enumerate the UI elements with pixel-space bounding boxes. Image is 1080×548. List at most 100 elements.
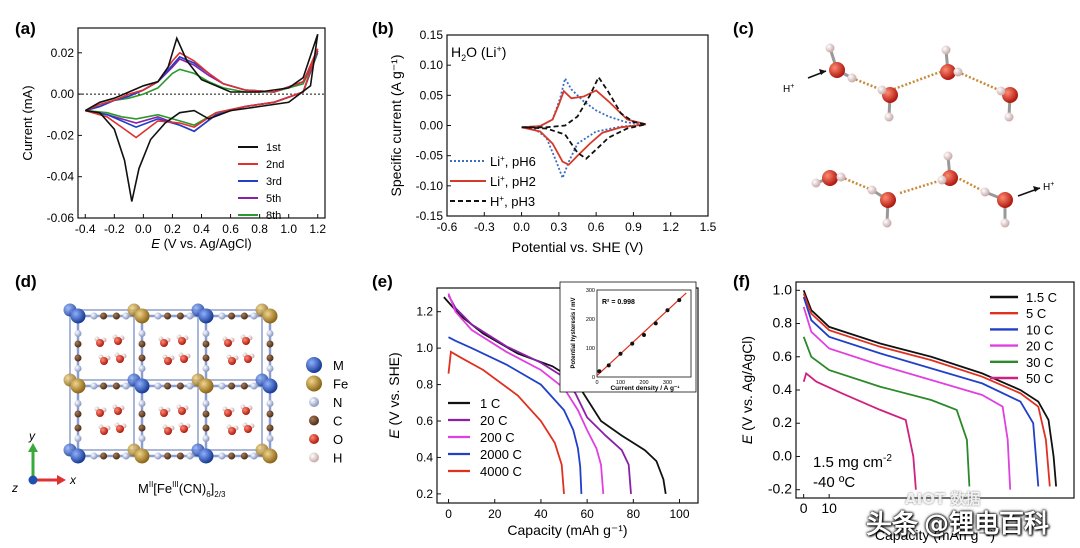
formula-part-sub: 6: [206, 490, 211, 499]
ligand-atom: [138, 400, 146, 407]
hydrogen-atom: [980, 187, 990, 197]
series-line-4000C: [447, 350, 565, 494]
m-atom: [198, 308, 214, 324]
ligand-atom: [74, 435, 82, 442]
hydrogen-bond: [957, 70, 1002, 93]
ligand-atom: [250, 452, 258, 460]
y-tick-label: 0.05: [420, 88, 444, 102]
ligand-atom: [250, 312, 258, 320]
inset-frame: [559, 281, 697, 393]
ligand-atom: [266, 435, 274, 442]
panel-e-label: (e): [372, 272, 393, 291]
legend-label-30C: 30 C: [1026, 355, 1053, 370]
series-line-5th: [85, 50, 319, 133]
legend-label-5th: 5th: [266, 193, 281, 205]
ligand-atom: [266, 410, 274, 418]
legend-label-20C: 20 C: [480, 413, 507, 428]
inset-point: [642, 332, 646, 337]
legend-swatch-o: [309, 434, 319, 444]
ligand-atom: [186, 312, 194, 320]
y-axis-label: E (V vs. SHE): [386, 352, 402, 438]
ligand-atom: [240, 312, 248, 320]
x-tick-label: 0.0: [135, 222, 152, 236]
legend-label-main: H: [490, 194, 499, 209]
legend-label-rest: , pH3: [504, 194, 535, 209]
inset-r2: R² = 0.998: [602, 299, 635, 306]
ligand-atom: [266, 340, 274, 348]
y-tick-label: 0.10: [420, 58, 444, 72]
x-tick-label: 0.8: [251, 222, 268, 236]
inset-point: [677, 298, 682, 303]
formula-part-sup: III: [172, 480, 179, 489]
series-line-pH6: [521, 76, 646, 181]
ligand-atom: [74, 410, 82, 418]
formula-part: (CN): [179, 481, 206, 496]
water-oxygen: [100, 357, 108, 365]
hydrogen-atom: [811, 178, 821, 188]
x-axis-label-italic: E: [151, 236, 160, 251]
y-tick-label: -0.05: [416, 149, 444, 163]
y-axis-label-text: (V vs. Ag/AgCl): [739, 336, 755, 435]
ligand-atom: [266, 354, 274, 362]
hydrogen-atom: [941, 45, 951, 55]
ligand-atom: [74, 424, 82, 432]
legend-label-2000C: 2000 C: [480, 447, 522, 462]
legend-swatch-c: [309, 415, 319, 426]
water-oxygen: [178, 337, 186, 345]
proton-label-top-h: H: [783, 84, 790, 95]
panel-c-label: (c): [733, 19, 754, 38]
ligand-atom: [90, 382, 98, 390]
y-axis-label-italic: E: [386, 429, 402, 439]
legend-label-15C: 1.5 C: [1026, 290, 1057, 305]
proton-label-bottom-sup: +: [1050, 181, 1054, 188]
y-tick-label: -0.2: [768, 481, 792, 497]
m-atom: [262, 378, 278, 394]
ligand-atom: [202, 410, 210, 418]
legend-label-4000C: 4000 C: [480, 464, 522, 479]
legend-label-main: Li: [490, 174, 500, 189]
legend-label-10C: 10 C: [1026, 322, 1053, 337]
series-line-10C: [802, 296, 1040, 487]
ligand-atom: [202, 340, 210, 348]
legend-label-o: O: [333, 432, 343, 447]
y-tick-label: 0.8: [773, 315, 793, 331]
fe-atom: [198, 378, 214, 394]
panel-d-label: (d): [15, 272, 37, 291]
ligand-atom: [138, 424, 146, 432]
y-tick-label: 0.2: [773, 414, 793, 430]
y-tick-label: 1.0: [773, 281, 793, 297]
y-tick-label: 0.4: [773, 381, 793, 397]
water-oxygen: [228, 357, 236, 365]
hydrogen-atom: [884, 112, 894, 122]
series-line-30C: [802, 336, 971, 487]
inset-y-label: Potential hysteresis / mV: [571, 297, 577, 368]
legend-label: H+, pH3: [490, 194, 535, 209]
water-oxygen: [242, 337, 250, 345]
ligand-atom: [228, 312, 236, 320]
m-atom: [70, 308, 86, 324]
legend-label-2nd: 2nd: [266, 159, 284, 171]
legend-label-1C: 1 C: [480, 396, 500, 411]
series-line-20C: [802, 306, 1012, 490]
hydrogen-atom: [937, 175, 947, 185]
ligand-atom: [122, 382, 130, 390]
ligand-atom: [176, 452, 184, 460]
hydrogen-atom: [996, 86, 1006, 96]
y-tick-label: 0.6: [416, 414, 433, 428]
legend-swatch-h: [309, 452, 319, 463]
ligand-atom: [266, 365, 274, 372]
ligand-atom: [74, 340, 82, 348]
fe-atom: [134, 308, 150, 324]
series-line-5C: [802, 293, 1051, 487]
x-axis-arrow-head: [57, 475, 66, 485]
legend-label-8th: 8th: [266, 210, 281, 222]
water-oxygen: [164, 427, 172, 435]
water-oxygen: [160, 339, 168, 347]
ligand-atom: [164, 452, 172, 460]
y-tick-label: 0.2: [416, 487, 433, 501]
hydrogen-atom: [953, 67, 963, 77]
legend-label-50C: 50 C: [1026, 371, 1053, 386]
x-tick-label: 0.3: [551, 220, 568, 234]
hydrogen-bond: [851, 76, 883, 92]
x-axis-label-text: (V vs. Ag/AgCl): [160, 236, 252, 251]
